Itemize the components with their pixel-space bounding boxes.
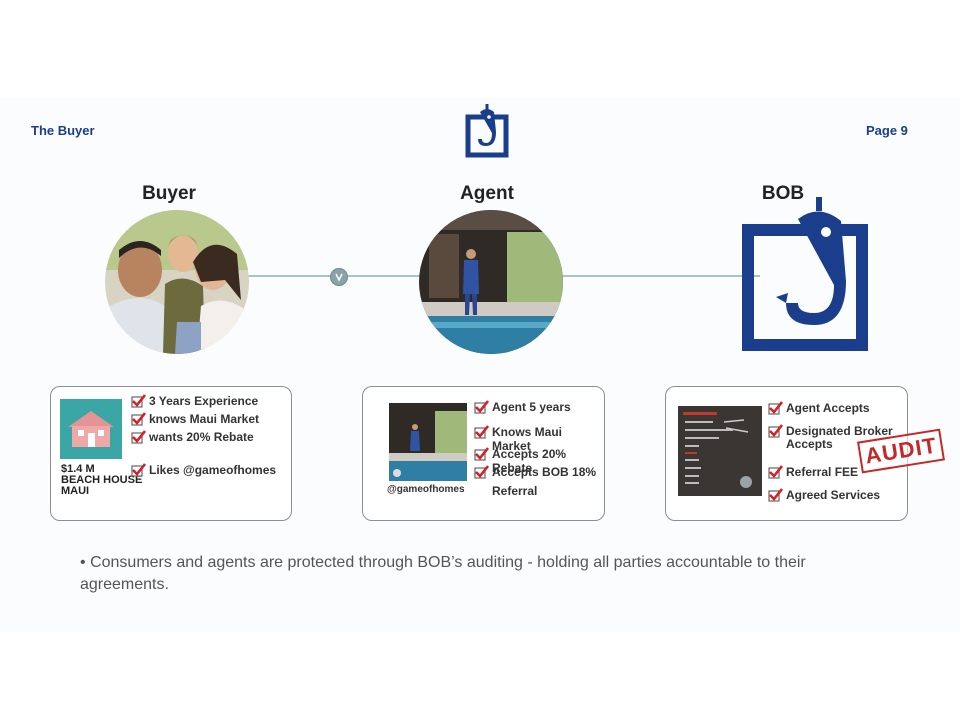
slide: The Buyer Page 9 Buyer Agent BOB <box>0 97 960 632</box>
checklist-item: knows Maui Market <box>131 412 259 426</box>
bob-logo-large <box>742 197 868 351</box>
buyer-card: $1.4 M BEACH HOUSE MAUI 3 Years Experien… <box>50 386 292 521</box>
checklist-item-continued: Accepts <box>786 437 833 451</box>
check-icon <box>768 465 783 479</box>
checklist-item: wants 20% Rebate <box>131 430 254 444</box>
bob-card: Agent Accepts Designated Broker Accepts … <box>665 386 946 521</box>
page-number: Page 9 <box>866 123 908 138</box>
buyer-family-photo <box>105 210 249 354</box>
agent-thumbnail <box>389 403 467 481</box>
checklist-item: Accepts 20% Rebate <box>474 447 604 475</box>
checklist-item-continued: Referral <box>492 484 538 498</box>
agent-handle: @gameofhomes <box>387 484 465 495</box>
checklist-item: Agent Accepts <box>768 401 870 415</box>
checklist-item: Accepts BOB 18% <box>474 465 596 479</box>
buyer-title: Buyer <box>142 183 196 204</box>
check-icon <box>131 430 146 444</box>
checklist-item: Agent 5 years <box>474 400 571 414</box>
caption: • Consumers and agents are protected thr… <box>80 552 890 596</box>
checklist-item: Designated Broker <box>768 424 893 438</box>
connector-node <box>330 268 348 286</box>
check-icon <box>131 394 146 408</box>
check-icon <box>474 425 489 439</box>
check-icon <box>768 401 783 415</box>
check-icon <box>474 447 489 461</box>
property-price: $1.4 M <box>61 463 95 475</box>
property-type: BEACH HOUSE <box>61 474 143 486</box>
agent-card: @gameofhomes Agent 5 years Knows Maui Ma… <box>362 386 605 521</box>
property-info: $1.4 M BEACH HOUSE MAUI <box>61 464 142 497</box>
checklist-item: Likes @gameofhomes <box>131 463 276 477</box>
caption-bullet: • <box>80 554 86 571</box>
agent-title: Agent <box>460 183 514 204</box>
slide-section-title: The Buyer <box>31 123 95 138</box>
check-icon <box>474 465 489 479</box>
check-icon <box>768 424 783 438</box>
bob-title: BOB <box>761 183 805 204</box>
property-location: MAUI <box>61 485 90 497</box>
audit-document-thumbnail <box>678 406 762 496</box>
caption-text: Consumers and agents are protected throu… <box>80 554 806 593</box>
checklist-item: Agreed Services <box>768 488 880 502</box>
agent-photo <box>419 210 563 354</box>
checklist-item: Referral FEE <box>768 465 858 479</box>
check-icon <box>131 463 146 477</box>
house-icon <box>60 399 122 459</box>
check-icon <box>474 400 489 414</box>
check-icon <box>131 412 146 426</box>
checklist-item: Knows Maui Market <box>474 425 604 453</box>
check-icon <box>768 488 783 502</box>
checklist-item: 3 Years Experience <box>131 394 258 408</box>
bob-logo-small <box>465 104 509 158</box>
